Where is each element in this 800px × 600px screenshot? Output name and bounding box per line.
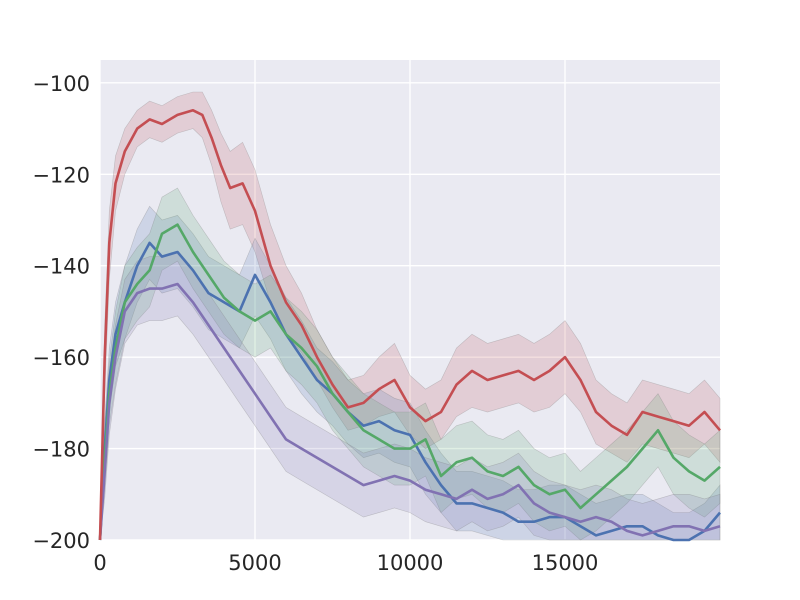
series-band-3 (99, 251, 721, 541)
y-tick-label: −200 (32, 529, 90, 553)
series-lines (98, 109, 721, 542)
x-axis-ticks: 0 5000 10000 15000 (93, 551, 598, 575)
y-tick-label: −140 (32, 255, 90, 279)
y-tick-label: −180 (32, 438, 90, 462)
y-tick-label: −100 (32, 72, 90, 96)
series-line-2 (98, 223, 721, 541)
y-axis-ticks: −200 −180 −160 −140 −120 −100 (32, 72, 90, 553)
series-line-1 (98, 241, 721, 542)
y-tick-label: −120 (32, 163, 90, 187)
series-line-0 (98, 109, 721, 541)
x-tick-label: 10000 (377, 551, 444, 575)
x-tick-label: 0 (93, 551, 106, 575)
series-line-3 (98, 282, 721, 541)
y-tick-label: −160 (32, 346, 90, 370)
x-tick-label: 15000 (532, 551, 599, 575)
x-tick-label: 5000 (228, 551, 281, 575)
